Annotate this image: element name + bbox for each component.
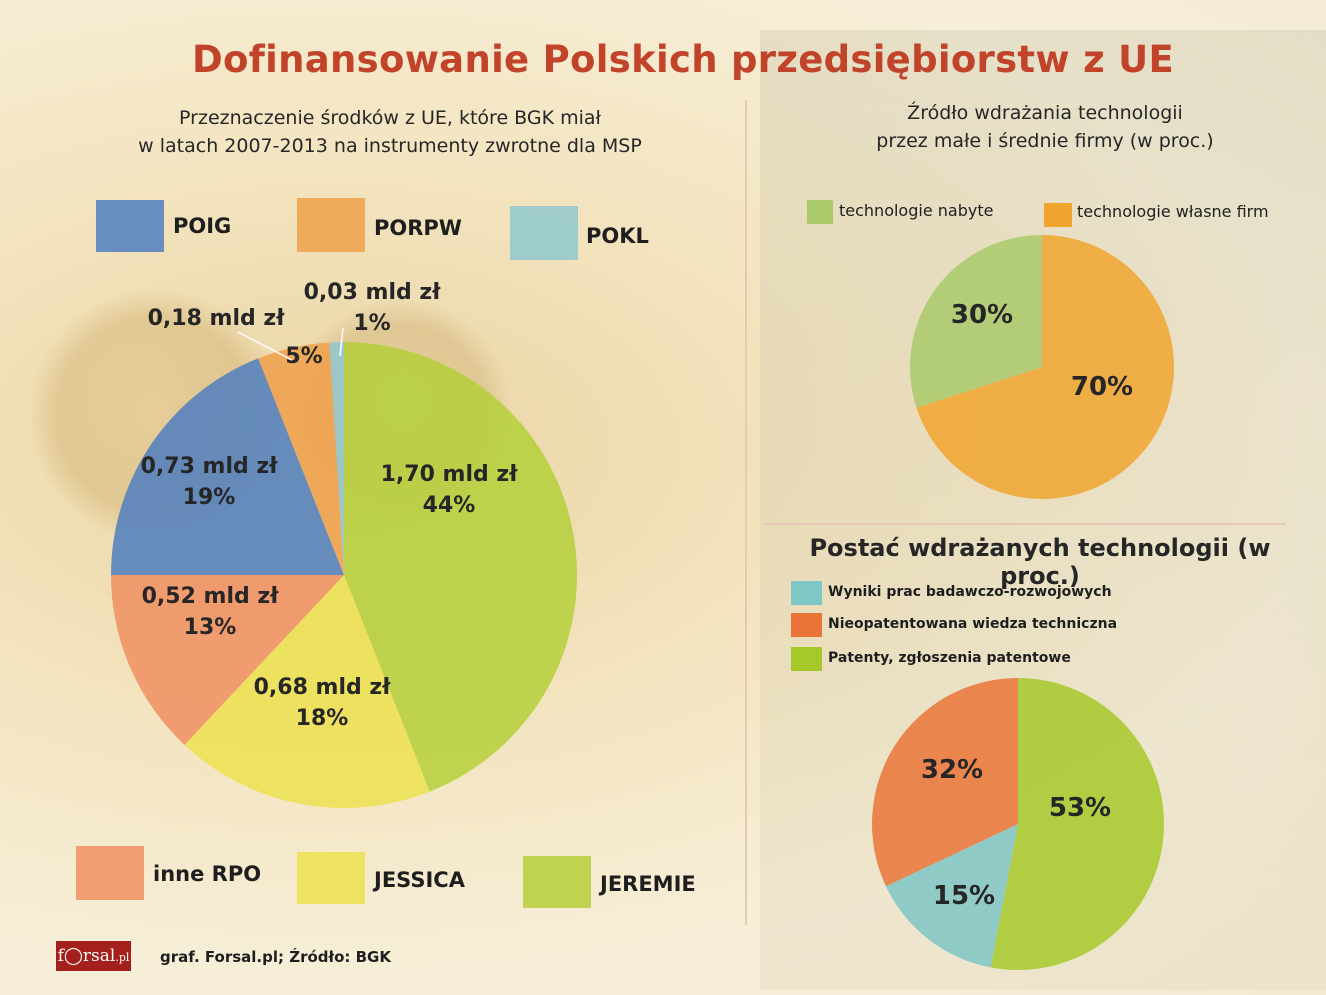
- data-label-nieopatentowana-wiedza-techniczna: 32%: [921, 755, 983, 785]
- legend-label-patenty: Patenty, zgłoszenia patentowe: [828, 650, 1071, 666]
- legend-swatch-inne-rpo: [76, 846, 144, 900]
- legend-swatch-technologie-wlasne: [1044, 203, 1072, 227]
- pie-slice-jessica: [184, 575, 430, 808]
- pie-slice-pokl: [329, 342, 344, 575]
- data-label-wyniki-prac-badawczo-rozwojowych: 15%: [933, 881, 995, 911]
- legend-swatch-technologie-nabyte: [807, 200, 833, 224]
- data-label-pokl: 1%: [353, 311, 390, 336]
- data-label-jessica: 0,68 mld zł: [254, 675, 392, 700]
- logo-letter-f: f: [57, 946, 64, 966]
- pie-slice-jeremie: [344, 342, 578, 792]
- pie-slice-poig: [111, 358, 344, 575]
- legend-label-poig: POIG: [173, 214, 232, 238]
- logo-text: rsal: [82, 946, 116, 966]
- legend-swatch-pokl: [510, 206, 578, 260]
- data-label-technologie-własne-firm: 70%: [1071, 372, 1133, 402]
- legend-label-nieopatentowana: Nieopatentowana wiedza techniczna: [828, 616, 1118, 632]
- data-label-jeremie: 44%: [423, 493, 476, 518]
- legend-swatch-jessica: [297, 852, 365, 904]
- legend-label-wyniki-prac: Wyniki prac badawczo-rozwojowych: [828, 584, 1112, 600]
- legend-label-jessica: JESSICA: [374, 868, 465, 892]
- legend-swatch-patenty: [791, 647, 822, 671]
- legend-swatch-jeremie: [523, 856, 591, 908]
- pie-slice-technologie-własne-firm: [916, 235, 1174, 499]
- pie-slice-patenty-zgłoszenia-patentowe: [990, 678, 1164, 970]
- vertical-divider: [745, 100, 747, 925]
- leader-line: [237, 331, 293, 361]
- data-label-technologie-nabyte: 30%: [951, 300, 1013, 330]
- legend-label-inne-rpo: inne RPO: [153, 862, 262, 886]
- pie-chart-msp-funds: 1,70 mld zł 44% 0,68 mld zł 18% 0,52 mld zł 1…: [111, 280, 578, 808]
- top-right-subtitle-line2: przez małe i średnie firmy (w proc.): [876, 130, 1214, 152]
- data-label-inne-rpo: 13%: [184, 615, 237, 640]
- pie-slice-nieopatentowana-wiedza-techniczna: [871, 678, 1018, 887]
- legend-swatch-nieopatentowana: [791, 613, 822, 637]
- top-right-chart-subtitle: Źródło wdrażania technologii przez małe …: [830, 99, 1260, 155]
- page-title: Dofinansowanie Polskich przedsiębiorstw …: [191, 38, 1175, 81]
- data-label-patenty-zgłoszenia-patentowe: 53%: [1049, 793, 1111, 823]
- left-chart-subtitle: Przeznaczenie środków z UE, które BGK mi…: [100, 104, 680, 160]
- leader-line: [339, 327, 344, 357]
- data-label-inne-rpo: 0,52 mld zł: [142, 584, 280, 609]
- data-label-pokl: 0,03 mld zł: [304, 280, 442, 305]
- pie-slice-inne-rpo: [111, 575, 344, 745]
- left-chart-subtitle-line2: w latach 2007-2013 na instrumenty zwrotn…: [138, 135, 642, 157]
- legend-label-jeremie: JEREMIE: [600, 872, 696, 896]
- pie-chart-technology-source: 70% 30%: [909, 235, 1174, 499]
- pie-slice-technologie-nabyte: [909, 235, 1042, 408]
- forsal-logo: f◯rsal.pl: [56, 941, 131, 971]
- legend-label-technologie-wlasne: technologie własne firm: [1077, 202, 1269, 221]
- legend-swatch-wyniki-prac: [791, 581, 822, 605]
- left-chart-subtitle-line1: Przeznaczenie środków z UE, które BGK mi…: [179, 107, 601, 129]
- legend-swatch-porpw: [297, 198, 365, 252]
- logo-suffix: .pl: [115, 951, 130, 964]
- pie-slice-wyniki-prac-badawczo-rozwojowych: [885, 824, 1018, 968]
- data-label-jessica: 18%: [296, 706, 349, 731]
- data-label-poig: 0,73 mld zł: [141, 454, 279, 479]
- data-label-poig: 19%: [183, 485, 236, 510]
- legend-label-technologie-nabyte: technologie nabyte: [839, 201, 994, 220]
- pie-slice-porpw: [258, 342, 344, 575]
- source-note: graf. Forsal.pl; Źródło: BGK: [160, 948, 391, 966]
- legend-label-porpw: PORPW: [374, 216, 462, 240]
- pie-chart-technology-form: 53% 15% 32%: [871, 678, 1164, 970]
- top-right-subtitle-line1: Źródło wdrażania technologii: [907, 102, 1183, 124]
- legend-label-pokl: POKL: [586, 224, 649, 248]
- data-label-jeremie: 1,70 mld zł: [381, 462, 519, 487]
- data-label-porpw: 5%: [285, 344, 322, 369]
- horizontal-divider: [763, 523, 1286, 525]
- bottom-right-chart-subtitle: Postać wdrażanych technologii (w proc.): [809, 534, 1271, 590]
- legend-swatch-poig: [96, 200, 164, 252]
- data-label-porpw-amount: 0,18 mld zł: [148, 306, 286, 331]
